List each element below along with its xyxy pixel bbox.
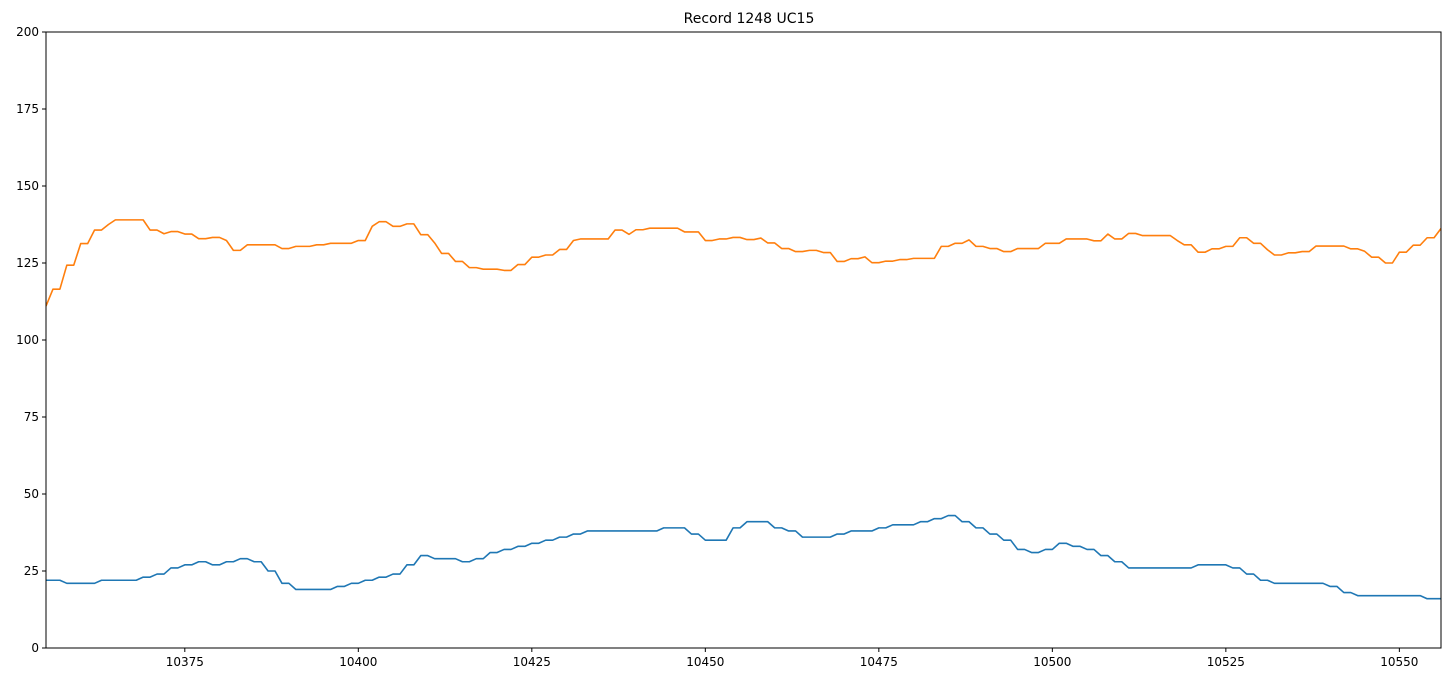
y-tick-label: 75 xyxy=(24,410,39,424)
axes-layer: 10375 10400 10425 10450 10475 10500 10525 10550… xyxy=(16,25,1418,669)
x-tick-label: 10525 xyxy=(1207,655,1245,669)
x-tick-label: 10475 xyxy=(860,655,898,669)
y-tick-label: 175 xyxy=(16,102,39,116)
y-tick-label: 125 xyxy=(16,256,39,270)
x-tick-label: 10375 xyxy=(166,655,204,669)
plot-frame xyxy=(45,31,1442,649)
x-tick-label: 10450 xyxy=(686,655,724,669)
x-tick-label: 10400 xyxy=(339,655,377,669)
y-tick-label: 200 xyxy=(16,25,39,39)
y-tick-label: 25 xyxy=(24,564,39,578)
y-tick-label: 0 xyxy=(31,641,39,655)
chart-title: Record 1248 UC15 xyxy=(684,11,815,27)
x-tick-label: 10550 xyxy=(1380,655,1418,669)
x-tick-label: 10425 xyxy=(513,655,551,669)
y-tick-label: 100 xyxy=(16,333,39,347)
series-layer xyxy=(46,219,1441,600)
x-tick-label: 10500 xyxy=(1033,655,1071,669)
y-tick-label: 150 xyxy=(16,179,39,193)
series-line-2 xyxy=(46,219,1441,307)
series-line-1 xyxy=(46,514,1441,600)
y-tick-label: 50 xyxy=(24,487,39,501)
